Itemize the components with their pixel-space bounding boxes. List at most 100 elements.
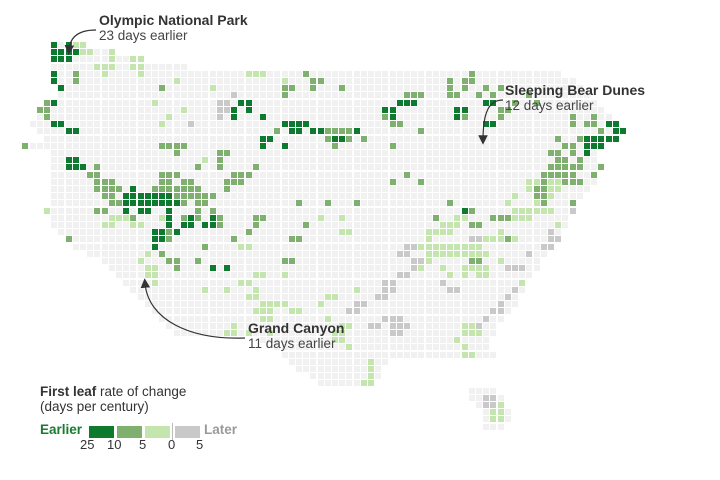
grid-cell <box>144 178 151 185</box>
grid-cell <box>555 135 562 142</box>
grid-cell <box>382 85 389 92</box>
grid-cell <box>548 114 554 120</box>
grid-cell <box>432 85 439 92</box>
grid-cell <box>512 294 518 300</box>
grid-cell <box>418 193 425 200</box>
grid-cell <box>461 272 468 279</box>
annotation-subtitle: 12 days earlier <box>505 98 594 114</box>
grid-cell <box>504 265 511 272</box>
grid-cell <box>540 229 547 236</box>
grid-cell <box>396 164 403 171</box>
grid-cell <box>195 301 202 308</box>
grid-cell <box>468 178 475 185</box>
grid-cell <box>296 200 302 207</box>
grid-cell <box>483 258 490 264</box>
grid-cell <box>332 380 338 387</box>
grid-cell <box>101 135 108 142</box>
grid-cell <box>339 351 346 358</box>
grid-cell <box>72 214 79 221</box>
grid-cell <box>346 250 353 257</box>
grid-cell <box>476 92 482 99</box>
grid-cell <box>382 128 389 135</box>
grid-cell <box>353 294 360 300</box>
grid-cell <box>310 351 317 358</box>
grid-cell <box>188 229 194 236</box>
grid-cell <box>245 229 252 236</box>
grid-cell <box>65 186 72 192</box>
grid-cell <box>432 99 439 106</box>
grid-cell <box>51 171 58 178</box>
grid-cell <box>267 337 274 344</box>
grid-cell <box>360 128 367 135</box>
grid-cell <box>584 92 590 99</box>
grid-cell <box>296 178 302 185</box>
grid-cell <box>389 265 396 272</box>
grid-cell <box>267 294 274 300</box>
grid-cell <box>51 49 58 56</box>
grid-cell <box>368 315 374 322</box>
grid-cell <box>209 70 216 77</box>
grid-cell <box>454 236 461 243</box>
grid-cell <box>461 70 468 77</box>
grid-cell <box>188 279 194 286</box>
grid-cell <box>202 330 209 336</box>
grid-cell <box>476 308 482 315</box>
grid-cell <box>51 99 58 106</box>
grid-cell <box>382 106 389 113</box>
grid-cell <box>144 279 151 286</box>
grid-cell <box>497 106 504 113</box>
grid-cell <box>404 315 410 322</box>
grid-cell <box>180 265 187 272</box>
grid-cell <box>468 330 475 336</box>
grid-cell <box>396 272 403 279</box>
grid-cell <box>238 243 245 250</box>
grid-cell <box>159 70 166 77</box>
grid-cell <box>324 337 331 344</box>
grid-cell <box>468 387 475 394</box>
grid-cell <box>490 330 497 336</box>
grid-cell <box>188 214 194 221</box>
grid-cell <box>360 178 367 185</box>
grid-cell <box>58 63 65 70</box>
grid-cell <box>512 214 518 221</box>
grid-cell <box>123 258 130 264</box>
grid-cell <box>468 186 475 192</box>
grid-cell <box>87 99 94 106</box>
grid-cell <box>216 99 223 106</box>
grid-cell <box>332 373 338 380</box>
grid-cell <box>512 85 518 92</box>
grid-cell <box>569 92 576 99</box>
grid-cell <box>483 92 490 99</box>
grid-cell <box>533 250 540 257</box>
grid-cell <box>382 279 389 286</box>
grid-cell <box>152 114 158 120</box>
grid-cell <box>317 171 324 178</box>
grid-cell <box>490 301 497 308</box>
grid-cell <box>123 135 130 142</box>
grid-cell <box>281 344 288 351</box>
grid-cell <box>404 265 410 272</box>
grid-cell <box>137 121 144 128</box>
grid-cell <box>468 150 475 156</box>
grid-cell <box>540 106 547 113</box>
grid-cell <box>245 142 252 149</box>
grid-cell <box>339 106 346 113</box>
grid-cell <box>80 164 86 171</box>
grid-cell <box>216 186 223 192</box>
grid-cell <box>281 337 288 344</box>
grid-cell <box>404 243 410 250</box>
grid-cell <box>252 301 259 308</box>
legend-swatch-5 <box>145 426 170 438</box>
grid-cell <box>65 56 72 63</box>
grid-cell <box>519 236 526 243</box>
grid-cell <box>216 243 223 250</box>
grid-cell <box>476 402 482 408</box>
grid-cell <box>425 171 432 178</box>
grid-cell <box>432 92 439 99</box>
grid-cell <box>576 114 583 120</box>
grid-cell <box>123 229 130 236</box>
grid-cell <box>231 294 238 300</box>
grid-cell <box>425 70 432 77</box>
grid-cell <box>555 128 562 135</box>
grid-cell <box>80 128 86 135</box>
